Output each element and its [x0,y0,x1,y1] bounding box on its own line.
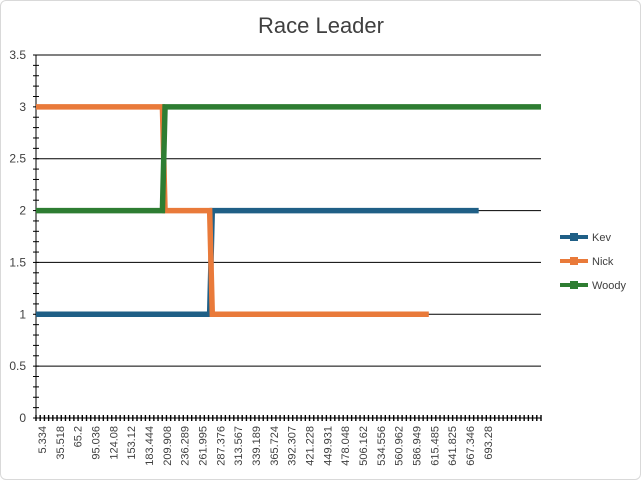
x-tick-label: 65.2 [73,426,85,447]
x-tick-label: 421.228 [304,426,316,466]
x-tick-label: 693.28 [483,426,495,460]
x-tick-label: 183.444 [144,426,156,466]
x-tick-label: 560.962 [394,426,406,466]
x-tick-label: 236.289 [180,426,192,466]
x-tick-label: 615.485 [429,426,441,466]
x-tick-label: 392.307 [287,426,299,466]
x-tick-label: 365.724 [269,426,281,466]
x-tick-label: 667.346 [465,426,477,466]
y-tick-label: 1.5 [9,255,26,269]
y-tick-label: 0 [19,411,26,425]
series-line-woody [36,104,541,214]
x-tick-label: 313.567 [233,426,245,466]
x-tick-label: 5.334 [37,426,49,454]
x-axis-tick-labels: 5.334 35.518 65.2 95.036 124.08 153.12 183.444… [37,426,495,466]
x-tick-label: 339.189 [251,426,263,466]
x-tick-label: 586.949 [411,426,423,466]
chart-title: Race Leader [258,13,384,38]
y-tick-label: 1 [19,307,26,321]
x-tick-label: 478.048 [340,426,352,466]
x-tick-label: 261.995 [197,426,209,466]
x-tick-label: 209.908 [162,426,174,466]
legend-label-nick: Nick [592,256,614,268]
y-tick-label: 2.5 [9,152,26,166]
plot-series [36,104,541,318]
legend-marker-kev [570,233,578,241]
y-axis-ticks: 0 0.5 1 1.5 2 2.5 3 3.5 [9,48,26,425]
x-tick-label: 534.556 [376,426,388,466]
x-tick-label: 506.162 [358,426,370,466]
x-tick-label: 95.036 [90,426,102,460]
x-tick-label: 124.08 [108,426,120,460]
x-tick-label: 35.518 [55,426,67,460]
x-tick-label: 153.12 [126,426,138,460]
legend-label-woody: Woody [592,280,627,292]
legend: Kev Nick Woody [560,232,627,292]
x-tick-label: 641.825 [447,426,459,466]
y-tick-label: 3 [19,100,26,114]
legend-marker-woody [570,281,578,289]
x-axis [33,54,542,421]
y-tick-label: 0.5 [9,359,26,373]
x-tick-label: 449.931 [322,426,334,466]
y-tick-label: 2 [19,204,26,218]
x-tick-label: 287.376 [215,426,227,466]
legend-label-kev: Kev [592,232,611,244]
series-line-nick [36,104,429,318]
legend-marker-nick [570,257,578,265]
y-tick-label: 3.5 [9,48,26,62]
